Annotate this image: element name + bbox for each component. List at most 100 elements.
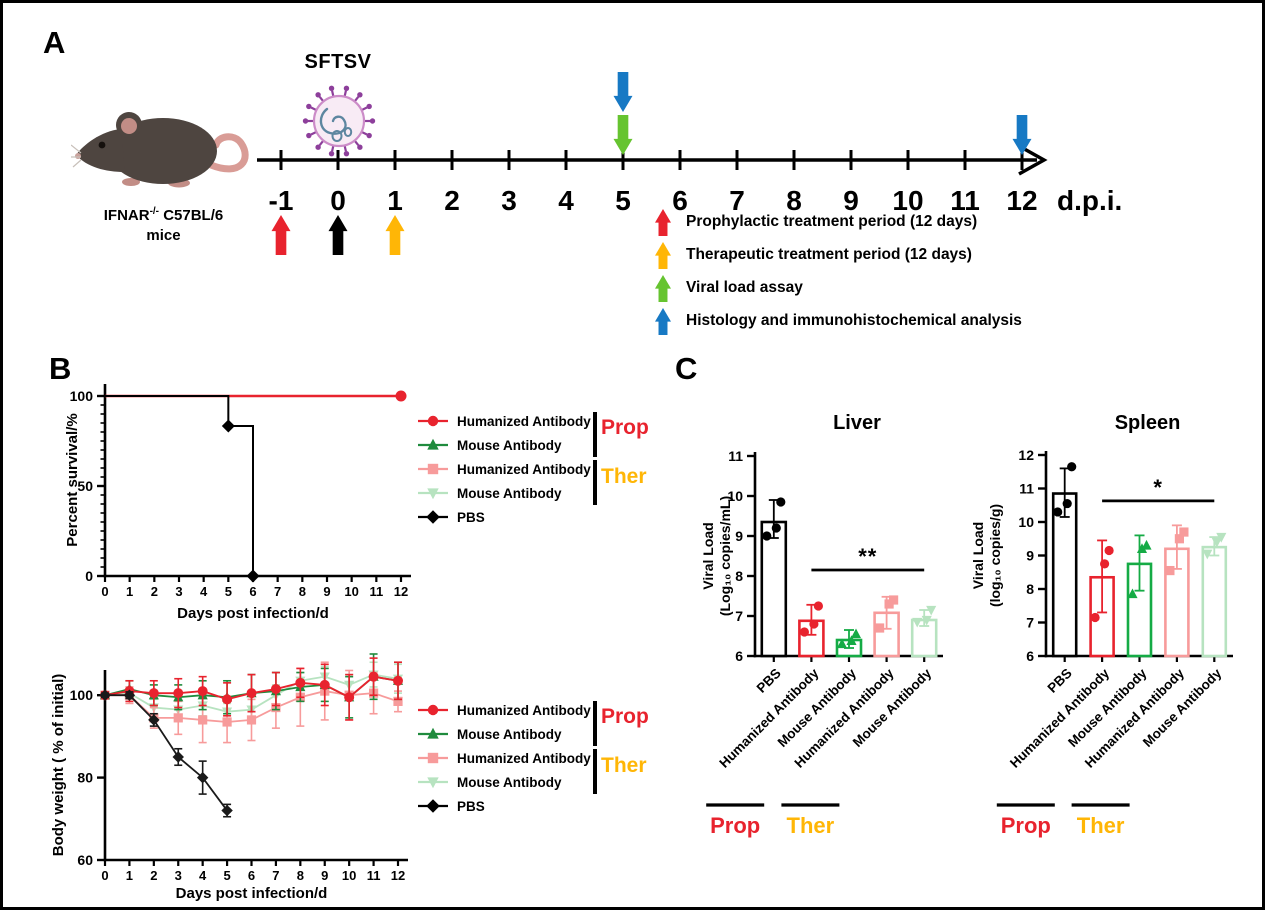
bar-1 bbox=[1051, 492, 1078, 658]
bar-1 bbox=[760, 520, 788, 658]
svg-text:6: 6 bbox=[249, 584, 256, 599]
svg-text:Ther: Ther bbox=[787, 813, 835, 838]
svg-text:3: 3 bbox=[175, 584, 182, 599]
timeline-legend-item: Prophylactic treatment period (12 days) bbox=[653, 205, 1022, 238]
svg-text:7: 7 bbox=[729, 185, 745, 216]
legend-item: PBS bbox=[417, 794, 679, 818]
svg-text:(log₁₀ copies/g): (log₁₀ copies/g) bbox=[987, 504, 1003, 607]
spleen-viral-load-chart: Spleen 6 7 8 9 10 11 12 Viral Load (log₁₀ copies/… bbox=[970, 412, 1233, 838]
svg-text:11: 11 bbox=[369, 584, 383, 599]
svg-text:d.p.i.: d.p.i. bbox=[1057, 185, 1122, 216]
legend-item-label: Humanized Antibody bbox=[457, 461, 591, 477]
legend-item-label: Humanized Antibody bbox=[457, 702, 591, 718]
svg-text:11: 11 bbox=[1019, 481, 1034, 497]
timeline-legend-label: Histology and immunohistochemical analys… bbox=[686, 311, 1022, 329]
svg-text:8: 8 bbox=[297, 868, 304, 883]
legend-item-label: PBS bbox=[457, 509, 485, 525]
legend-item-label: Humanized Antibody bbox=[457, 750, 591, 766]
bar-5 bbox=[1201, 545, 1228, 658]
mouse-nose bbox=[75, 153, 81, 159]
mouse-foot bbox=[122, 178, 140, 186]
svg-text:100: 100 bbox=[70, 388, 94, 404]
legend-item: PBS bbox=[417, 505, 679, 529]
svg-text:Ther: Ther bbox=[1077, 813, 1125, 838]
legend-item: Humanized Antibody bbox=[417, 409, 679, 433]
panel-c-label: C bbox=[675, 351, 698, 386]
mouse-inner-ear bbox=[121, 118, 137, 134]
legend-item-label: Mouse Antibody bbox=[457, 726, 562, 742]
legend-group-label: Ther bbox=[601, 465, 647, 488]
mouse-illustration bbox=[71, 112, 249, 188]
legend-item: Humanized Antibody bbox=[417, 698, 679, 722]
legend-group-bar bbox=[593, 749, 597, 794]
panel-b-label: B bbox=[49, 351, 72, 386]
svg-text:6: 6 bbox=[735, 648, 743, 664]
svg-text:3: 3 bbox=[501, 185, 517, 216]
svg-text:12: 12 bbox=[1006, 185, 1037, 216]
svg-text:50: 50 bbox=[77, 478, 93, 494]
svg-text:1: 1 bbox=[126, 868, 133, 883]
virus-label: SFTSV bbox=[304, 51, 372, 73]
legend-item: Mouse Antibody bbox=[417, 722, 679, 746]
timeline-legend-label: Prophylactic treatment period (12 days) bbox=[686, 212, 978, 230]
svg-text:100: 100 bbox=[70, 687, 94, 703]
timeline-legend-item: Therapeutic treatment period (12 days) bbox=[653, 238, 1022, 271]
svg-text:8: 8 bbox=[1026, 581, 1034, 597]
svg-text:Days post infection/d: Days post infection/d bbox=[176, 885, 328, 902]
svg-text:2: 2 bbox=[150, 868, 157, 883]
svg-text:7: 7 bbox=[272, 868, 279, 883]
svg-text:11: 11 bbox=[950, 185, 980, 216]
mouse-strain-caption: IFNAR-/- C57BL/6 mice bbox=[61, 205, 266, 245]
svg-text:8: 8 bbox=[735, 568, 743, 584]
svg-text:Body weight ( % of initial): Body weight ( % of initial) bbox=[50, 674, 67, 857]
svg-text:10: 10 bbox=[727, 488, 743, 504]
legend-group-label: Prop bbox=[601, 705, 649, 728]
svg-text:PBS: PBS bbox=[1045, 666, 1075, 696]
svg-text:10: 10 bbox=[342, 868, 356, 883]
svg-text:4: 4 bbox=[558, 185, 574, 216]
legend-item-label: Humanized Antibody bbox=[457, 413, 591, 429]
svg-text:2: 2 bbox=[444, 185, 460, 216]
svg-text:1: 1 bbox=[126, 584, 133, 599]
timeline-legend-label: Therapeutic treatment period (12 days) bbox=[686, 245, 972, 263]
svg-text:60: 60 bbox=[77, 852, 93, 868]
mouse-whiskers bbox=[71, 144, 82, 168]
svg-text:9: 9 bbox=[735, 528, 743, 544]
mouse-tail bbox=[207, 133, 249, 173]
legend-group-label: Prop bbox=[601, 416, 649, 439]
legend-item: Humanized Antibody bbox=[417, 457, 679, 481]
svg-text:11: 11 bbox=[367, 868, 381, 883]
svg-text:8: 8 bbox=[786, 185, 802, 216]
svg-text:Liver: Liver bbox=[833, 412, 881, 434]
legend-group-bar bbox=[593, 412, 597, 457]
legend-item: Mouse Antibody bbox=[417, 481, 679, 505]
svg-text:Days post infection/d: Days post infection/d bbox=[177, 605, 329, 622]
svg-text:Spleen: Spleen bbox=[1115, 412, 1181, 434]
svg-text:0: 0 bbox=[101, 584, 108, 599]
legend-item-label: Mouse Antibody bbox=[457, 485, 562, 501]
timeline-legend: Prophylactic treatment period (12 days) T… bbox=[653, 205, 1022, 337]
body-weight-legend: Humanized Antibody Mouse Antibody Humanize… bbox=[417, 698, 679, 818]
svg-text:80: 80 bbox=[77, 770, 93, 786]
svg-text:*: * bbox=[1153, 475, 1163, 500]
legend-item-label: Mouse Antibody bbox=[457, 774, 562, 790]
svg-text:8: 8 bbox=[299, 584, 306, 599]
svg-text:5: 5 bbox=[225, 584, 232, 599]
svg-text:6: 6 bbox=[1026, 648, 1034, 664]
legend-item: Humanized Antibody bbox=[417, 746, 679, 770]
svg-text:7: 7 bbox=[1026, 615, 1034, 631]
svg-text:9: 9 bbox=[843, 185, 859, 216]
svg-text:(Log₁₀ copies/mL): (Log₁₀ copies/mL) bbox=[717, 496, 733, 616]
svg-text:Viral Load: Viral Load bbox=[970, 522, 986, 589]
svg-text:Prop: Prop bbox=[710, 813, 760, 838]
legend-item: Mouse Antibody bbox=[417, 433, 679, 457]
svg-text:9: 9 bbox=[321, 868, 328, 883]
legend-group-bar bbox=[593, 701, 597, 746]
virus-icon bbox=[302, 85, 376, 157]
legend-group-label: Ther bbox=[601, 754, 647, 777]
svg-text:Viral Load: Viral Load bbox=[700, 522, 716, 589]
svg-text:3: 3 bbox=[175, 868, 182, 883]
svg-text:Prop: Prop bbox=[1001, 813, 1051, 838]
svg-text:7: 7 bbox=[274, 584, 281, 599]
